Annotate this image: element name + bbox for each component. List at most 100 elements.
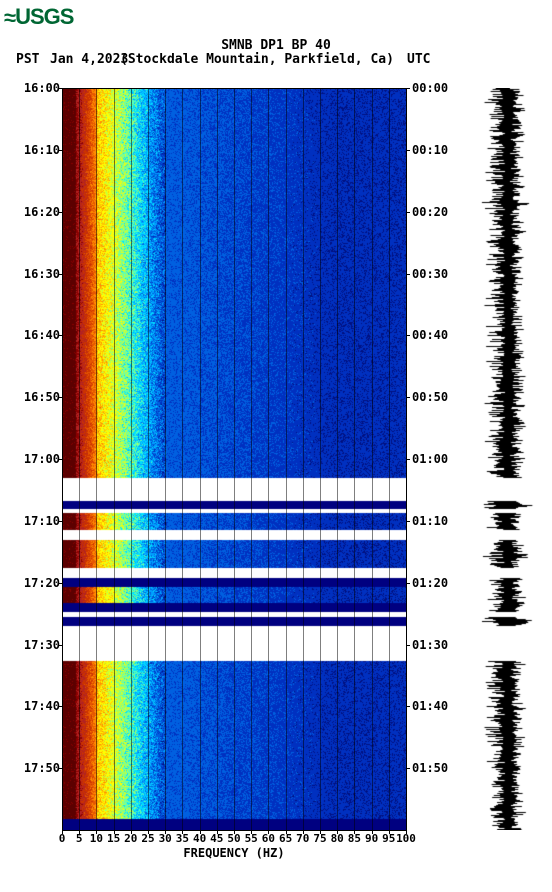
chart-title: SMNB DP1 BP 40 [0, 38, 552, 53]
y-label-right: 01:40 [412, 699, 448, 713]
tick-right [406, 212, 410, 213]
grid-line [217, 88, 218, 830]
y-label-left: 17:30 [5, 638, 60, 652]
tick-right [406, 335, 410, 336]
tick-bottom [217, 830, 218, 834]
waveform-plot [470, 88, 540, 830]
logo-text: USGS [15, 4, 73, 29]
tick-bottom [79, 830, 80, 834]
tick-bottom [62, 830, 63, 834]
tick-left [58, 88, 62, 89]
y-label-left: 17:20 [5, 576, 60, 590]
tick-bottom [268, 830, 269, 834]
tick-right [406, 583, 410, 584]
tick-left [58, 274, 62, 275]
tick-bottom [165, 830, 166, 834]
grid-line [320, 88, 321, 830]
tick-bottom [337, 830, 338, 834]
tick-bottom [354, 830, 355, 834]
tick-right [406, 521, 410, 522]
grid-line [131, 88, 132, 830]
y-label-left: 17:00 [5, 452, 60, 466]
grid-line [200, 88, 201, 830]
y-label-left: 16:50 [5, 390, 60, 404]
y-label-right: 01:30 [412, 638, 448, 652]
tz-left: PST [16, 52, 39, 67]
y-label-right: 00:20 [412, 205, 448, 219]
grid-line [251, 88, 252, 830]
date: Jan 4,2023 [50, 52, 128, 67]
grid-line [337, 88, 338, 830]
tick-right [406, 274, 410, 275]
tick-right [406, 88, 410, 89]
y-label-right: 00:40 [412, 328, 448, 342]
y-label-left: 16:00 [5, 81, 60, 95]
grid-line [165, 88, 166, 830]
usgs-logo: ≈USGS [4, 4, 73, 31]
tick-bottom [200, 830, 201, 834]
grid-line [79, 88, 80, 830]
tick-bottom [372, 830, 373, 834]
tick-right [406, 459, 410, 460]
grid-line [389, 88, 390, 830]
grid-line [182, 88, 183, 830]
tick-right [406, 706, 410, 707]
tick-bottom [303, 830, 304, 834]
tick-left [58, 150, 62, 151]
grid-line [114, 88, 115, 830]
logo-wave-icon: ≈ [4, 5, 15, 31]
tick-right [406, 768, 410, 769]
y-label-right: 01:10 [412, 514, 448, 528]
grid-line [148, 88, 149, 830]
tick-bottom [131, 830, 132, 834]
y-label-left: 16:30 [5, 267, 60, 281]
x-axis-title: FREQUENCY (HZ) [62, 846, 406, 860]
tick-bottom [148, 830, 149, 834]
tick-bottom [251, 830, 252, 834]
tick-left [58, 521, 62, 522]
y-label-left: 16:10 [5, 143, 60, 157]
tick-left [58, 212, 62, 213]
y-label-right: 00:30 [412, 267, 448, 281]
tz-right: UTC [407, 52, 430, 67]
grid-line [96, 88, 97, 830]
grid-line [286, 88, 287, 830]
tick-right [406, 397, 410, 398]
tick-left [58, 645, 62, 646]
spectrogram-plot [62, 88, 406, 830]
y-label-right: 01:50 [412, 761, 448, 775]
y-label-left: 17:50 [5, 761, 60, 775]
y-label-left: 16:40 [5, 328, 60, 342]
grid-line [268, 88, 269, 830]
y-label-left: 17:40 [5, 699, 60, 713]
tick-left [58, 583, 62, 584]
tick-left [58, 706, 62, 707]
tick-bottom [406, 830, 407, 834]
tick-left [58, 335, 62, 336]
y-label-right: 01:20 [412, 576, 448, 590]
tick-bottom [114, 830, 115, 834]
tick-bottom [389, 830, 390, 834]
tick-bottom [234, 830, 235, 834]
grid-line [372, 88, 373, 830]
y-label-left: 17:10 [5, 514, 60, 528]
tick-left [58, 397, 62, 398]
tick-left [58, 768, 62, 769]
y-label-right: 01:00 [412, 452, 448, 466]
tick-right [406, 150, 410, 151]
grid-line [303, 88, 304, 830]
y-label-right: 00:50 [412, 390, 448, 404]
station: (Stockdale Mountain, Parkfield, Ca) [120, 52, 394, 67]
tick-left [58, 459, 62, 460]
tick-bottom [320, 830, 321, 834]
grid-line [234, 88, 235, 830]
tick-bottom [286, 830, 287, 834]
grid-line [354, 88, 355, 830]
tick-bottom [96, 830, 97, 834]
y-label-right: 00:10 [412, 143, 448, 157]
y-label-left: 16:20 [5, 205, 60, 219]
waveform-canvas [470, 88, 540, 830]
tick-bottom [182, 830, 183, 834]
tick-right [406, 645, 410, 646]
y-label-right: 00:00 [412, 81, 448, 95]
